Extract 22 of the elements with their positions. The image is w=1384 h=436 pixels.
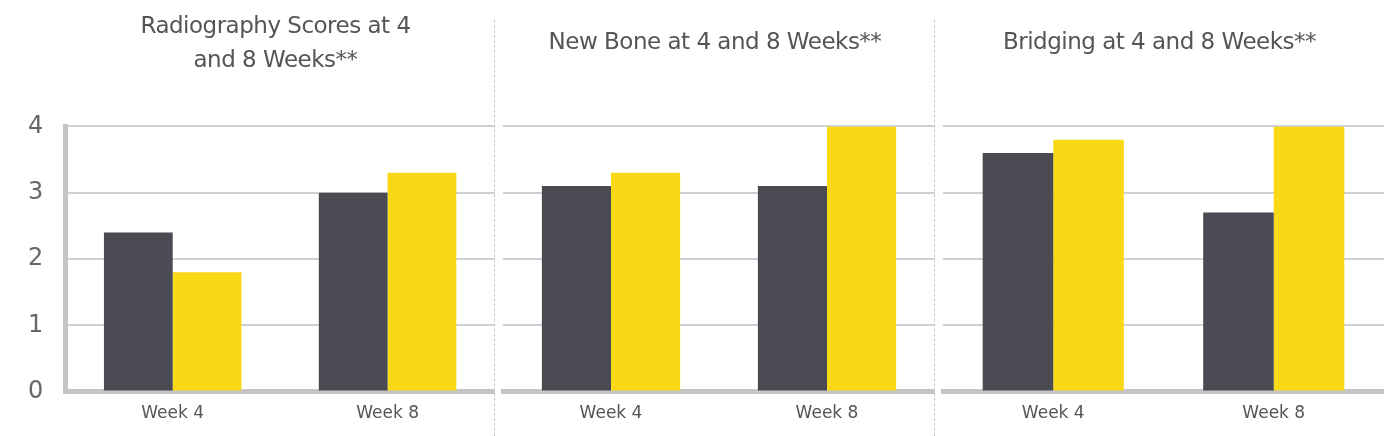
x-tick-label: Week 4: [141, 402, 205, 423]
x-tick-label: Week 4: [579, 402, 643, 423]
y-tick-label: 1: [27, 309, 44, 338]
bar: [172, 272, 242, 391]
bar: [1273, 126, 1345, 391]
bar: [1053, 139, 1124, 391]
bar: [1203, 212, 1274, 391]
bar: [982, 152, 1054, 391]
x-tick-label: Week 8: [795, 402, 859, 423]
y-tick-label: 3: [27, 176, 44, 205]
y-tick-label: 2: [27, 243, 44, 272]
y-tick-label: 0: [27, 375, 44, 404]
x-tick-label: Week 8: [1242, 402, 1306, 423]
y-tick-label: 4: [27, 110, 44, 139]
x-tick-label: Week 4: [1021, 402, 1085, 423]
bar: [387, 172, 457, 391]
chart-title: Bridging at 4 and 8 Weeks**: [1001, 27, 1318, 56]
chart-title: Radiography Scores at 4 and 8 Weeks**: [139, 11, 412, 74]
bar: [318, 192, 388, 391]
chart-title: New Bone at 4 and 8 Weeks**: [547, 27, 883, 56]
x-tick-label: Week 8: [356, 402, 419, 423]
bar: [103, 232, 173, 391]
